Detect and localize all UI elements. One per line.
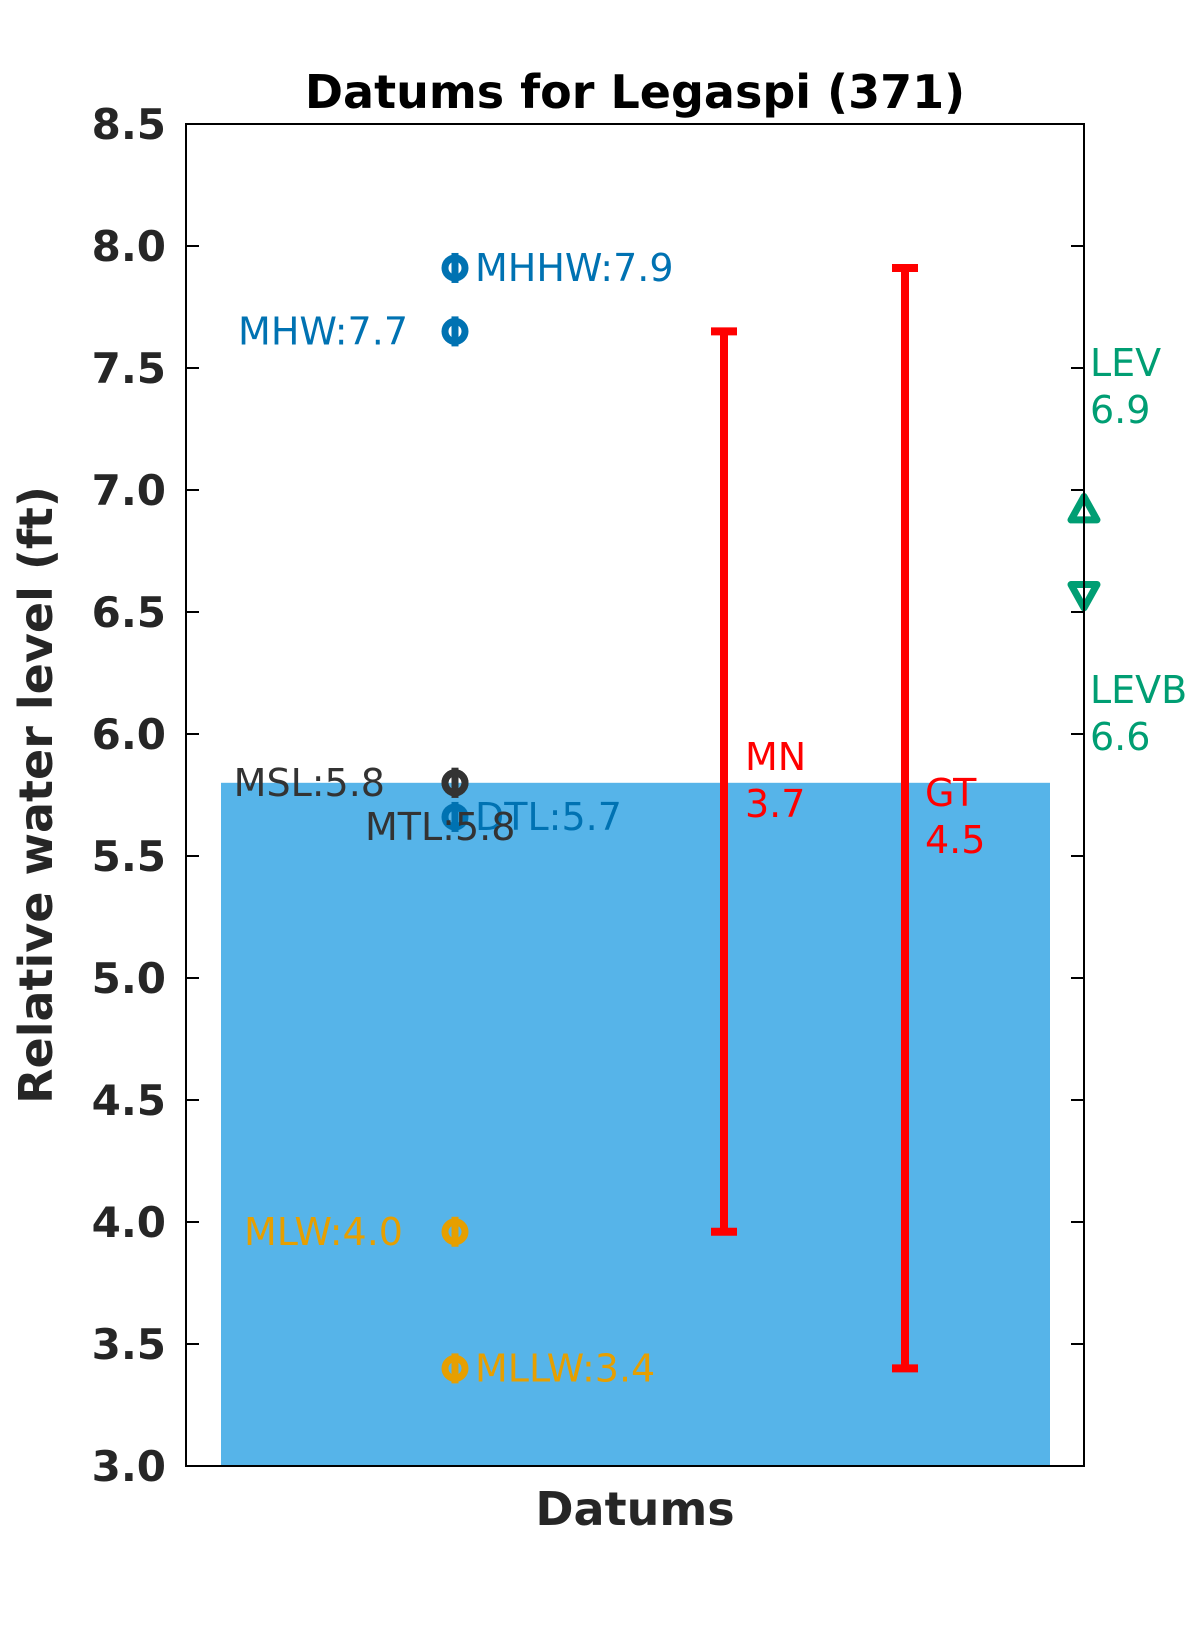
range-label-mn-value: 3.7 [745,782,805,826]
datum-label-mllw: MLLW:3.4 [475,1346,655,1390]
datum-marker-mhw [441,316,469,347]
extreme-label-lev-name: LEV [1090,341,1161,385]
y-tick-label-6.5: 6.5 [92,588,166,637]
y-tick-label-7.0: 7.0 [92,466,166,515]
range-label-gt-value: 4.5 [925,818,985,862]
datum-marker-mlw [441,1216,469,1247]
range-bar-gt [892,263,918,1373]
datum-marker-mtl [441,767,469,798]
datum-marker-mllw [441,1353,469,1384]
y-tick-label-4.0: 4.0 [92,1198,166,1247]
datum-label-mhhw: MHHW:7.9 [475,246,674,290]
datum-marker-mhhw [441,252,469,283]
y-tick-label-4.5: 4.5 [92,1076,166,1125]
y-tick-label-3.0: 3.0 [92,1442,166,1491]
datum-point-mhhw [441,254,469,282]
datum-label-msl: MSL:5.8 [234,761,385,805]
datum-label-mtl: MTL:5.8 [365,805,515,849]
y-tick-label-3.5: 3.5 [92,1320,166,1369]
extreme-label-lev-value: 6.9 [1090,388,1150,432]
y-tick-label-6.0: 6.0 [92,710,166,759]
datum-point-mllw [441,1354,469,1382]
datum-point-dtl [441,803,469,831]
x-axis-label: Datums [535,1482,734,1536]
range-bar-mn [711,327,737,1236]
y-tick-label-5.5: 5.5 [92,832,166,881]
y-tick-label-7.5: 7.5 [92,344,166,393]
datum-point-mtl [441,769,469,797]
y-axis-label: Relative water level (ft) [9,486,63,1104]
datum-point-mhw [441,317,469,345]
mean-level-fill [221,782,1050,1466]
range-label-mn-name: MN [745,735,806,779]
datum-label-dtl: DTL:5.7 [475,795,622,839]
y-tick-label-8.5: 8.5 [92,100,166,149]
range-label-gt-name: GT [925,771,977,815]
extreme-label-levb-name: LEVB [1090,668,1187,712]
plot-frame [185,123,1085,1467]
y-tick-label-8.0: 8.0 [92,222,166,271]
datum-label-mhw: MHW:7.7 [238,309,408,353]
chart-title: Datums for Legaspi (371) [305,65,965,119]
datum-marker-dtl [441,801,469,832]
datum-label-mlw: MLW:4.0 [244,1210,403,1254]
extreme-label-levb-value: 6.6 [1090,715,1150,759]
datum-point-mlw [441,1218,469,1246]
y-tick-label-5.0: 5.0 [92,954,166,1003]
